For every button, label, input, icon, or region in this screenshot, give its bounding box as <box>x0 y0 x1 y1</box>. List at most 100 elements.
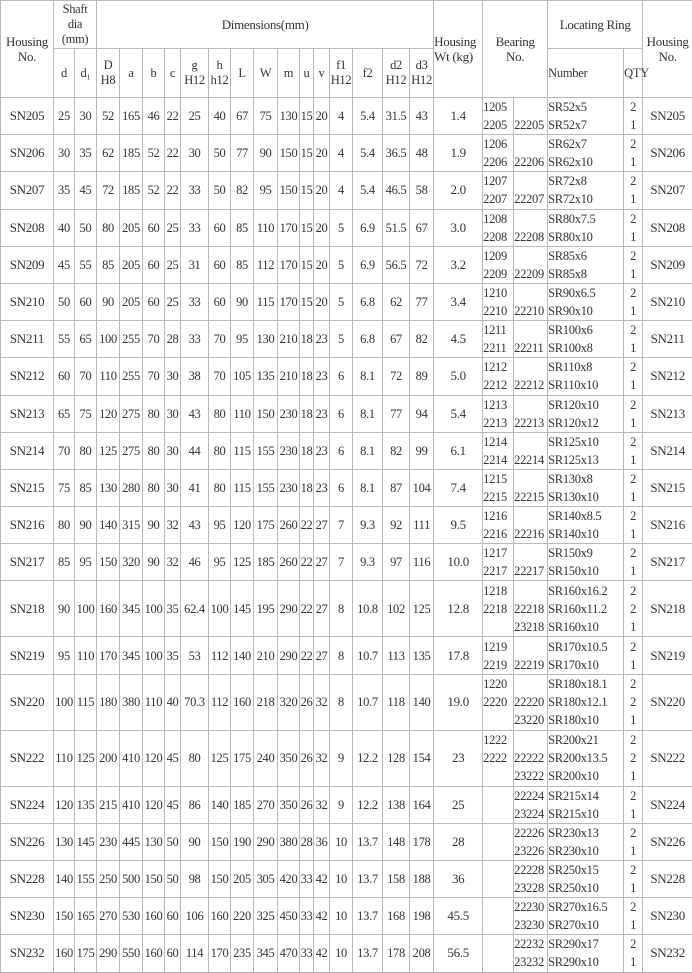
dimension-cell: 82 <box>231 172 254 209</box>
dimension-cell: 80 <box>209 469 231 506</box>
cell-line: 1212 <box>483 358 513 376</box>
dimension-cell: 185 <box>120 135 143 172</box>
cell-line: 2 <box>624 358 642 376</box>
cell-line: SR250x10 <box>548 879 623 897</box>
cell-line: 1 <box>624 116 642 134</box>
cell-line: 1 <box>624 562 642 580</box>
dimension-cell: 218 <box>254 674 278 730</box>
dimension-cell: 65 <box>75 321 97 358</box>
dimension-cell: 112 <box>254 246 278 283</box>
cell-line <box>483 916 513 934</box>
dimension-cell: 23 <box>314 469 330 506</box>
dimension-cell: 42 <box>314 861 330 898</box>
housing-no-right-cell: SN205 <box>643 98 692 135</box>
dimension-cell: 158 <box>383 861 410 898</box>
bearing-no-cell-2: 22219 <box>514 637 548 674</box>
cell-line: 1 <box>624 842 642 860</box>
housing-no-cell: SN224 <box>1 786 54 823</box>
dimension-cell: 23 <box>314 321 330 358</box>
dimension-cell: 18 <box>300 321 314 358</box>
dimension-cell: 50 <box>209 172 231 209</box>
housing-no-right-cell: SN214 <box>643 432 692 469</box>
dimension-cell: 33 <box>181 283 209 320</box>
dimension-cell: 125 <box>75 730 97 786</box>
header-housing-no: Housing No. <box>1 1 54 98</box>
dimension-cell: 35 <box>165 637 181 674</box>
header-housing-no-right: Housing No. <box>643 1 692 98</box>
dimension-cell: 5 <box>330 283 353 320</box>
cell-line: 2216 <box>483 525 513 543</box>
dimension-cell: 140 <box>54 861 75 898</box>
dimension-cell: 9.3 <box>353 507 383 544</box>
cell-line: SR230x10 <box>548 842 623 860</box>
housing-no-right-cell: SN206 <box>643 135 692 172</box>
dimension-cell: 36.5 <box>383 135 410 172</box>
cell-line: 1 <box>624 711 642 729</box>
dimension-cell: 15 <box>300 135 314 172</box>
dimension-cell: 58 <box>410 172 434 209</box>
housing-no-cell: SN210 <box>1 283 54 320</box>
dimension-cell: 4 <box>330 135 353 172</box>
dimension-cell: 290 <box>278 581 300 637</box>
housing-no-right-cell: SN211 <box>643 321 692 358</box>
dimension-cell: 56.5 <box>383 246 410 283</box>
dimension-cell: 15 <box>300 209 314 246</box>
dimension-cell: 500 <box>120 861 143 898</box>
dimension-cell: 25 <box>165 209 181 246</box>
cell-line: 1 <box>624 656 642 674</box>
housing-weight-cell: 19.0 <box>434 674 483 730</box>
dimension-cell: 45 <box>54 246 75 283</box>
dimension-cell: 155 <box>254 469 278 506</box>
dimension-cell: 290 <box>278 637 300 674</box>
dimension-cell: 72 <box>383 358 410 395</box>
dimension-cell: 25 <box>54 98 75 135</box>
housing-no-right-cell: SN215 <box>643 469 692 506</box>
cell-line: 1 <box>624 767 642 785</box>
dimension-cell: 290 <box>97 935 120 972</box>
cell-line <box>514 396 547 414</box>
dimension-cell: 135 <box>410 637 434 674</box>
dimension-cell: 10.7 <box>353 674 383 730</box>
cell-line: 1 <box>624 488 642 506</box>
dimension-cell: 40 <box>209 98 231 135</box>
dimension-cell: 80 <box>97 209 120 246</box>
bearing-no-cell-2: 22208 <box>514 209 548 246</box>
dimension-cell: 260 <box>278 507 300 544</box>
dimension-cell: 18 <box>300 358 314 395</box>
header-dim-14: f2 <box>353 49 383 98</box>
dimension-cell: 50 <box>165 861 181 898</box>
dimension-cell: 10 <box>330 898 353 935</box>
bearing-no-cell-2: 22217 <box>514 544 548 581</box>
cell-line: SR80x10 <box>548 228 623 246</box>
bearing-no-cell-2: 22210 <box>514 283 548 320</box>
housing-no-cell: SN209 <box>1 246 54 283</box>
dimension-cell: 43 <box>181 395 209 432</box>
dimension-cell: 8.1 <box>353 358 383 395</box>
cell-line: 2222 <box>483 749 513 767</box>
dimension-cell: 31 <box>181 246 209 283</box>
housing-weight-cell: 5.4 <box>434 395 483 432</box>
dimension-cell: 46.5 <box>383 172 410 209</box>
dimension-cell: 345 <box>254 935 278 972</box>
dimension-cell: 170 <box>278 246 300 283</box>
dimension-cell: 32 <box>165 507 181 544</box>
cell-line: SR110x8 <box>548 358 623 376</box>
dimension-cell: 260 <box>278 544 300 581</box>
dimension-cell: 215 <box>97 786 120 823</box>
header-dim-3: a <box>120 49 143 98</box>
